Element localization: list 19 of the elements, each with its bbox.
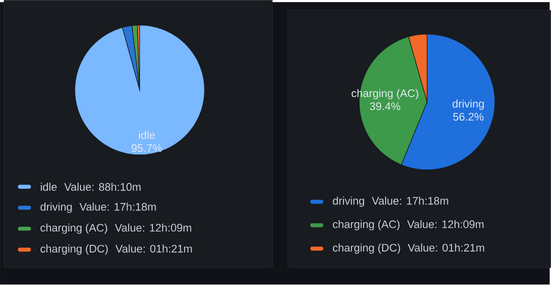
slice-label: idle — [138, 131, 155, 140]
text: Value: 01h:21m — [115, 244, 192, 253]
legend-label: charging (AC) — [40, 224, 108, 234]
text: Value: 12h:09m — [114, 224, 192, 232]
data-label: 56.2% — [453, 113, 484, 121]
legend-label: driving — [40, 202, 72, 214]
legend-label: charging (DC) — [332, 244, 400, 254]
legend-label: charging (DC) — [40, 244, 108, 255]
text: Value: 01h:21m — [408, 244, 484, 252]
data-label: 95.7% — [132, 144, 162, 152]
data-label: 39.4% — [370, 102, 400, 110]
text: Value: 17h:18m — [79, 202, 156, 211]
legend-label: idle — [40, 182, 57, 192]
slice-label: driving — [452, 100, 484, 110]
text: Value: 17h:18m — [372, 196, 448, 205]
text: Value: 12h:09m — [407, 220, 484, 228]
legend-label: driving — [332, 196, 364, 208]
text: Value: 88h:10m — [64, 182, 141, 192]
legend-label: charging (AC) — [332, 220, 400, 231]
